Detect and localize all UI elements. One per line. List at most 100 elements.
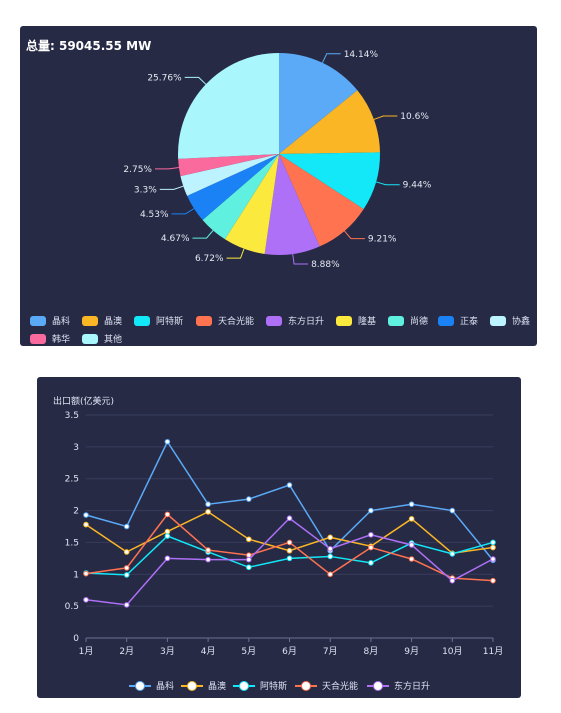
pie-slice-4[interactable] — [264, 154, 320, 256]
pie-value-label: 9.44% — [403, 181, 432, 191]
pie-slice-5[interactable] — [224, 154, 279, 254]
pie-leader-line — [171, 208, 195, 215]
data-point[interactable] — [164, 438, 171, 445]
data-point[interactable] — [246, 564, 252, 571]
x-tick-label: 7月 — [323, 646, 338, 657]
legend-item-jinko[interactable]: 晶科 — [30, 314, 70, 327]
pie-slice-9[interactable] — [178, 154, 279, 177]
legend-item-risen[interactable]: 东方日升 — [266, 314, 324, 327]
data-point[interactable] — [327, 553, 334, 560]
legend-item-trina[interactable]: 天合光能 — [295, 679, 358, 692]
data-point[interactable] — [123, 602, 130, 608]
legend-item-risen[interactable]: 东方日升 — [367, 679, 430, 692]
data-point[interactable] — [286, 515, 293, 522]
x-tick-label: 2月 — [119, 646, 134, 657]
legend-label: 协鑫 — [512, 317, 531, 327]
legend-swatch — [336, 315, 352, 326]
pie-slice-7[interactable] — [187, 154, 279, 221]
legend-item-chint[interactable]: 正泰 — [438, 314, 478, 327]
legend-item-others[interactable]: 其他 — [82, 332, 122, 345]
legend-item-trina[interactable]: 天合光能 — [196, 314, 254, 327]
pie-slice-10[interactable] — [178, 53, 279, 159]
legend-label: 正泰 — [460, 317, 479, 327]
data-point[interactable] — [327, 571, 334, 578]
data-point[interactable] — [449, 507, 456, 514]
legend-item-jinko[interactable]: 晶科 — [129, 679, 174, 692]
pie-slice-2[interactable] — [279, 152, 380, 210]
legend-item-ja-solar[interactable]: 晶澳 — [181, 679, 226, 692]
data-point[interactable] — [408, 556, 415, 562]
data-point[interactable] — [123, 565, 130, 571]
x-tick-label: 10月 — [442, 646, 462, 657]
data-point[interactable] — [246, 496, 252, 502]
legend-marker — [295, 680, 317, 691]
legend-item-canadian-solar[interactable]: 阿特斯 — [233, 679, 287, 692]
data-point[interactable] — [83, 512, 89, 518]
data-point[interactable] — [205, 556, 211, 563]
data-point[interactable] — [205, 501, 211, 507]
series-line-4[interactable] — [85, 517, 494, 606]
data-point[interactable] — [286, 555, 293, 562]
data-point[interactable] — [490, 577, 496, 584]
legend-item-gcl[interactable]: 协鑫 — [490, 314, 530, 327]
legend-item-hanwha[interactable]: 韩华 — [30, 332, 70, 345]
series-line-3[interactable] — [85, 513, 494, 582]
data-point[interactable] — [327, 546, 334, 552]
pie-value-label: 9.21% — [368, 235, 397, 245]
data-point[interactable] — [246, 556, 252, 563]
data-point[interactable] — [83, 596, 89, 603]
data-point[interactable] — [449, 551, 456, 557]
data-point[interactable] — [205, 547, 211, 553]
pie-slice-8[interactable] — [180, 154, 279, 196]
data-point[interactable] — [164, 528, 171, 535]
legend-item-suntech[interactable]: 尚德 — [388, 314, 428, 327]
data-point[interactable] — [490, 556, 496, 562]
legend-item-ja-solar[interactable]: 晶澳 — [82, 314, 122, 327]
pie-value-label: 2.75% — [123, 165, 152, 175]
data-point[interactable] — [408, 501, 415, 507]
pie-value-label: 25.76% — [147, 73, 182, 83]
data-point[interactable] — [123, 572, 130, 578]
legend-item-canadian-solar[interactable]: 阿特斯 — [134, 314, 183, 327]
data-point[interactable] — [123, 549, 130, 555]
legend-label: 天合光能 — [322, 682, 359, 692]
data-point[interactable] — [246, 552, 252, 558]
data-point[interactable] — [83, 570, 89, 577]
data-point[interactable] — [408, 542, 415, 548]
data-point[interactable] — [449, 577, 456, 584]
data-point[interactable] — [286, 482, 293, 488]
data-point[interactable] — [368, 544, 374, 551]
pie-leader-line — [192, 230, 214, 239]
legend-swatch — [438, 315, 454, 326]
data-point[interactable] — [327, 534, 334, 541]
legend-item-longi[interactable]: 隆基 — [336, 314, 376, 327]
data-point[interactable] — [205, 509, 211, 515]
data-point[interactable] — [490, 544, 496, 551]
pie-slice-0[interactable] — [279, 53, 358, 154]
pie-slice-1[interactable] — [279, 90, 380, 154]
data-point[interactable] — [83, 521, 89, 528]
x-tick-label: 5月 — [241, 646, 256, 657]
legend-label: 其他 — [104, 335, 123, 345]
legend-label: 东方日升 — [288, 317, 325, 327]
legend-swatch — [266, 315, 282, 326]
data-point[interactable] — [368, 507, 374, 514]
data-point[interactable] — [368, 531, 374, 538]
data-point[interactable] — [246, 536, 252, 543]
data-point[interactable] — [490, 539, 496, 546]
data-point[interactable] — [408, 516, 415, 522]
data-point[interactable] — [286, 547, 293, 554]
line-chart-panel: 出口额(亿美元) 0 0.5 1 1.5 2 2.5 3 3.5 1月 2月 3月 4月 5月 6月 7月 8… — [37, 377, 521, 698]
data-point[interactable] — [123, 523, 130, 530]
pie-slice-6[interactable] — [202, 154, 279, 240]
pie-chart: 14.14% 10.6% 9.44% 9.21% 8.88% 6.72% 4.67% 4.53… — [123, 50, 432, 270]
y-tick-label: 1 — [73, 570, 79, 580]
data-point[interactable] — [164, 511, 171, 518]
pie-slice-3[interactable] — [279, 154, 364, 247]
data-point[interactable] — [368, 560, 374, 566]
x-tick-label: 9月 — [404, 646, 419, 657]
data-point[interactable] — [164, 555, 171, 562]
data-point[interactable] — [286, 539, 293, 546]
pie-chart-panel: 总量: 59045.55 MW 14.14% 10.6% 9.44% 9.21% 8.8… — [20, 26, 537, 346]
data-point[interactable] — [164, 533, 171, 539]
